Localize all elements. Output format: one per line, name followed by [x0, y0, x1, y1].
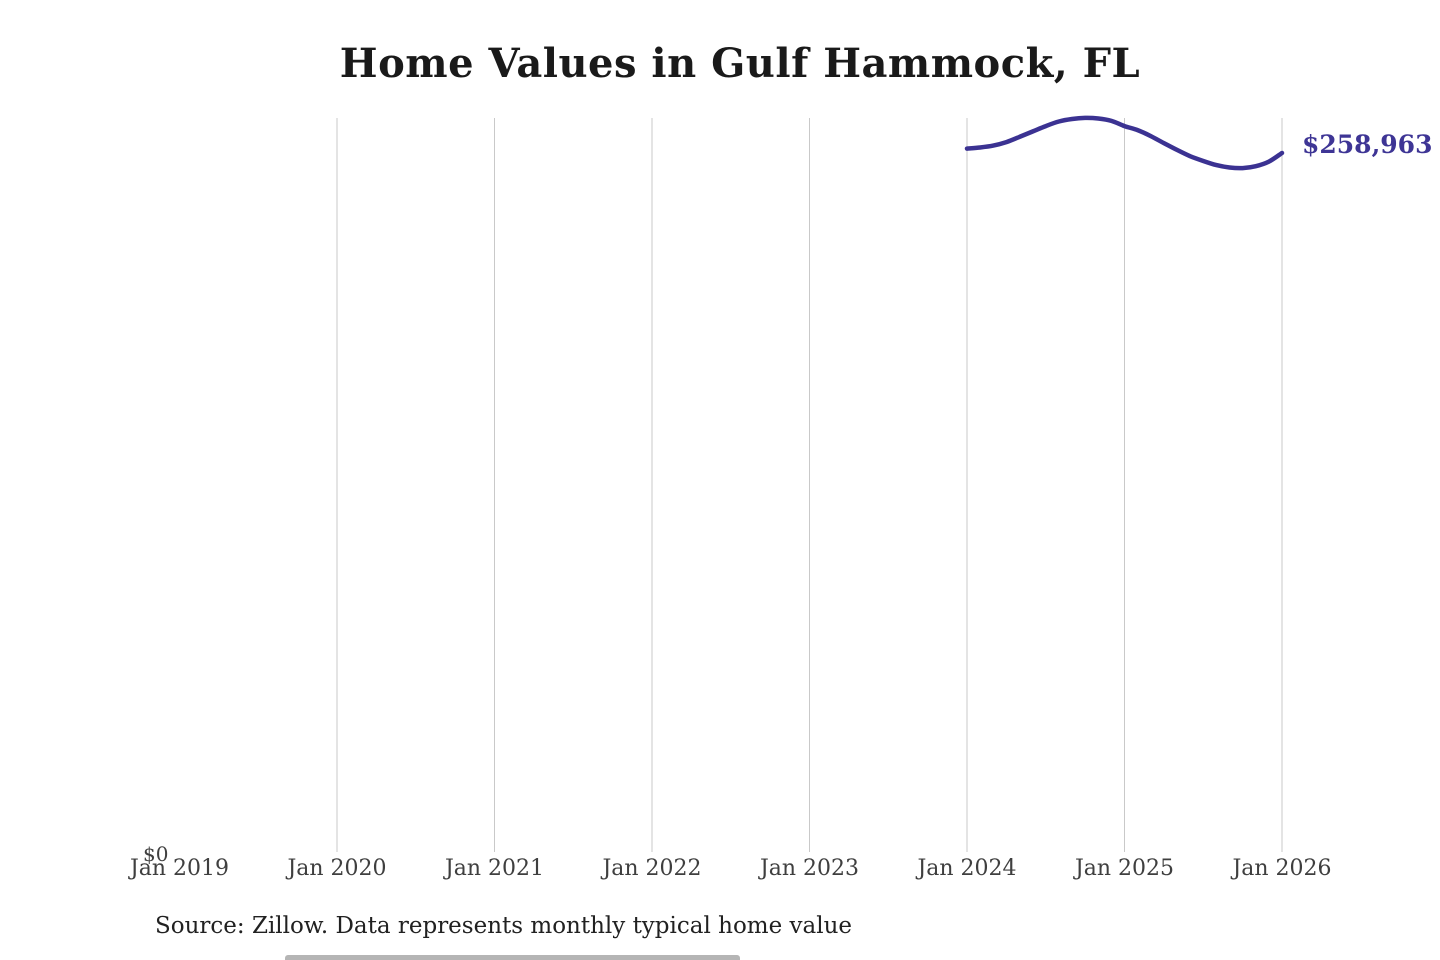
cutoff-bottom-element [285, 955, 740, 960]
source-attribution: Source: Zillow. Data represents monthly … [155, 913, 853, 939]
gridline-group [336, 118, 1283, 852]
x-tick-label: Jan 2024 [917, 856, 1017, 881]
x-tick-label: Jan 2026 [1232, 856, 1332, 881]
x-tick-label: Jan 2022 [602, 856, 702, 881]
x-tick-label: Jan 2025 [1074, 856, 1175, 881]
latest-value-label: $258,963 [1302, 130, 1433, 159]
chart-title: Home Values in Gulf Hammock, FL [339, 40, 1141, 87]
x-tick-label: Jan 2021 [444, 856, 545, 881]
x-tick-label: Jan 2019 [129, 856, 230, 881]
home-value-trend-line [964, 115, 1285, 171]
x-tick-label: Jan 2023 [759, 856, 860, 881]
y-axis-zero-label: $0 [143, 842, 169, 866]
x-tick-label: Jan 2020 [287, 856, 387, 881]
